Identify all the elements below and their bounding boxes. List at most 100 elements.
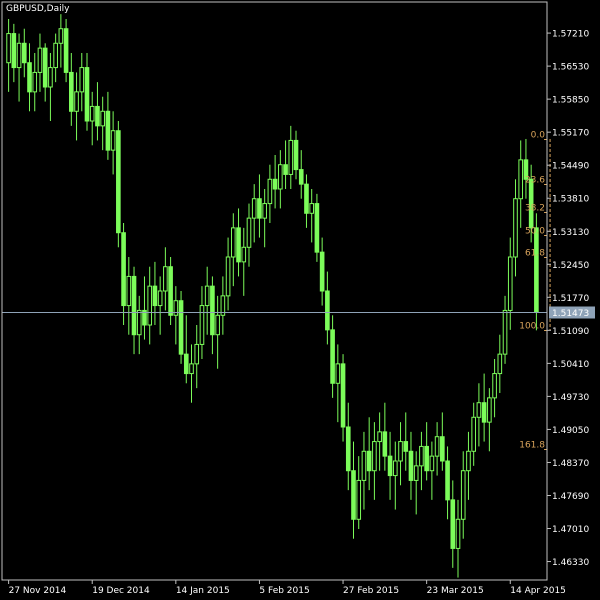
candle-body-bear: [116, 130, 121, 234]
candle-body-bear: [105, 110, 111, 151]
current-price-box: [549, 306, 595, 319]
candle-body-bull: [487, 397, 492, 423]
candle-body-bull: [53, 42, 58, 69]
candle-body-bull: [79, 67, 85, 93]
candle-body-bull: [413, 465, 419, 481]
price-tick-label: 1.53810: [552, 195, 589, 205]
candle-body-bull: [419, 445, 424, 467]
candle-body-bull: [230, 227, 236, 258]
candle-body-bear: [21, 42, 27, 64]
candle-body-bear: [440, 436, 445, 462]
candle-body-bear: [95, 105, 100, 127]
candle-body-bull: [32, 71, 38, 93]
candle-body-bear: [298, 169, 304, 185]
current-price-label: 1.51473: [552, 309, 589, 319]
candle-body-bull: [392, 460, 398, 477]
candle-body-bull: [455, 518, 461, 549]
chart-title: GBPUSD,Daily: [6, 4, 70, 14]
candle-body-bear: [63, 28, 69, 73]
candle-body-bear: [283, 164, 288, 175]
candle-body-bear: [293, 139, 299, 171]
time-tick-label: 5 Feb 2015: [259, 586, 309, 596]
candle-body-bear: [27, 62, 32, 93]
time-tick-label: 27 Feb 2015: [343, 586, 399, 596]
candle-body-bear: [403, 441, 409, 452]
candle-body-bear: [387, 455, 393, 477]
candle-body-bear: [131, 275, 137, 336]
candle-body-bull: [37, 47, 43, 73]
time-tick-label: 23 Mar 2015: [427, 586, 484, 596]
candle-body-bull: [100, 110, 105, 127]
plot-frame: [1, 1, 548, 581]
candle-body-bull: [189, 363, 194, 375]
price-axis[interactable]: 1.57210 1.56530 1.55850 1.55170 1.54490 1.538…: [547, 30, 589, 568]
candle-body-bull: [110, 130, 116, 151]
candle-body-bear: [121, 232, 126, 307]
candle-body-bull: [434, 436, 440, 457]
price-tick-label: 1.52450: [552, 261, 589, 271]
candle-body-bull: [147, 285, 153, 326]
price-tick-label: 1.50410: [552, 360, 589, 370]
fib-level-label: 100.0: [519, 322, 545, 332]
candle-body-bull: [199, 305, 205, 345]
price-tick-label: 1.47010: [552, 525, 589, 535]
candle-body-bear: [168, 266, 173, 316]
price-tick-label: 1.49730: [552, 393, 589, 403]
candle-body-bear: [314, 203, 320, 253]
price-tick-label: 1.54490: [552, 162, 589, 172]
candle-body-bear: [345, 426, 351, 472]
fib-level-label: 161.8: [519, 441, 545, 451]
time-tick-label: 27 Nov 2014: [9, 586, 67, 596]
candle-body-bear: [534, 227, 539, 313]
candle-body-bear: [351, 470, 356, 520]
candle-body-bear: [178, 300, 184, 355]
candle-body-bull: [173, 300, 179, 316]
candle-body-bull: [497, 353, 503, 375]
candle-body-bear: [257, 198, 262, 219]
candles-layer: [6, 14, 539, 578]
candle-body-bull: [335, 363, 341, 384]
candle-body-bear: [481, 402, 487, 423]
candle-body-bear: [450, 499, 456, 549]
candle-body-bear: [523, 159, 529, 180]
candle-body-bear: [319, 251, 325, 292]
candle-body-bull: [48, 67, 53, 88]
candle-body-bull: [16, 42, 22, 69]
fibonacci-retracement[interactable]: 0.0 23.6 38.2 50.0 61.8 100.0 161.8: [519, 131, 551, 451]
candle-body-bear: [42, 47, 48, 88]
fib-level-label: 0.0: [531, 131, 546, 141]
candle-body-bear: [382, 431, 388, 457]
price-tick-label: 1.53130: [552, 228, 589, 238]
candle-body-bull: [471, 416, 476, 452]
candle-body-bear: [304, 183, 309, 214]
candle-body-bull: [251, 198, 257, 219]
candle-body-bull: [466, 450, 471, 472]
candle-body-bull: [502, 309, 508, 355]
candle-body-bull: [476, 402, 482, 418]
candle-body-bear: [330, 329, 335, 384]
time-tick-label: 14 Apr 2015: [510, 586, 566, 596]
candle-body-bull: [460, 470, 466, 520]
candle-body-bull: [372, 441, 377, 472]
candle-body-bull: [398, 441, 403, 462]
candle-body-bear: [210, 285, 215, 336]
price-tick-label: 1.51090: [552, 327, 589, 337]
candle-body-bull: [377, 431, 382, 443]
candle-body-bull: [278, 164, 283, 190]
candle-body-bear: [366, 450, 372, 472]
candle-body-bear: [84, 67, 90, 122]
time-tick-label: 19 Dec 2014: [92, 586, 150, 596]
candle-body-bear: [152, 285, 158, 307]
candle-body-bull: [89, 105, 95, 122]
price-tick-label: 1.49050: [552, 426, 589, 436]
candle-body-bull: [126, 275, 132, 307]
candle-body-bear: [183, 353, 189, 375]
current-price-tag: 1.51473: [549, 306, 595, 319]
candle-body-bear: [236, 227, 241, 263]
candle-body-bull: [513, 198, 518, 258]
candle-body-bear: [528, 178, 534, 229]
price-tick-label: 1.46330: [552, 558, 589, 568]
time-axis[interactable]: 27 Nov 2014 19 Dec 2014 14 Jan 2015 5 Feb 2…: [8, 580, 566, 596]
candle-body-bull: [220, 295, 226, 316]
